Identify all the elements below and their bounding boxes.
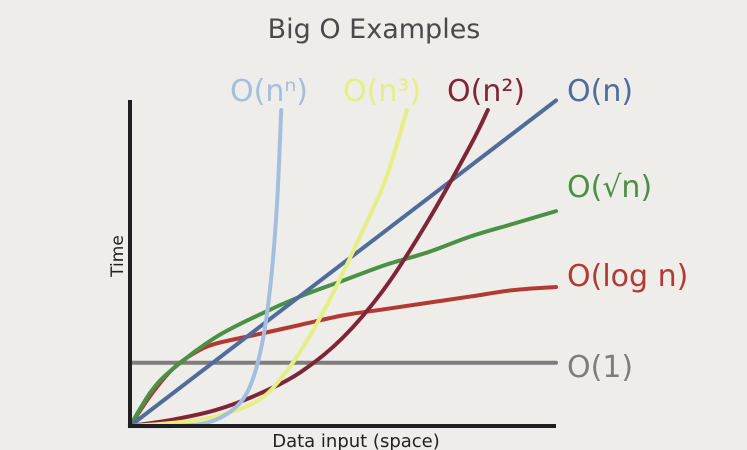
series-line-o-n-3 [128, 98, 558, 428]
series-label-o-n-2: O(√n) [567, 170, 652, 205]
series-label-o-n-5: O(n³) [343, 74, 421, 109]
curves-group [128, 98, 558, 429]
x-axis-label: Data input (space) [272, 431, 440, 450]
series-label-o-n-3: O(n) [567, 74, 633, 109]
series-labels-group: O(1) O(log n) O(√n) O(n) O(n²) O(n³) O(nⁿ) [230, 74, 688, 385]
series-label-o-log-n-1: O(log n) [567, 259, 688, 294]
series-line-o-n-5 [128, 108, 409, 428]
series-line-o-n-2 [128, 209, 558, 428]
series-line-o-n-4 [128, 108, 490, 428]
series-line-o-n-6 [128, 108, 284, 429]
series-label-o-n-4: O(n²) [447, 74, 525, 109]
chart-title: Big O Examples [268, 14, 481, 45]
y-axis-label: Time [108, 235, 128, 278]
series-label-o-1-0: O(1) [567, 350, 633, 385]
series-label-o-n-6: O(nⁿ) [230, 74, 308, 109]
series-line-o-log-n-1 [128, 284, 558, 428]
